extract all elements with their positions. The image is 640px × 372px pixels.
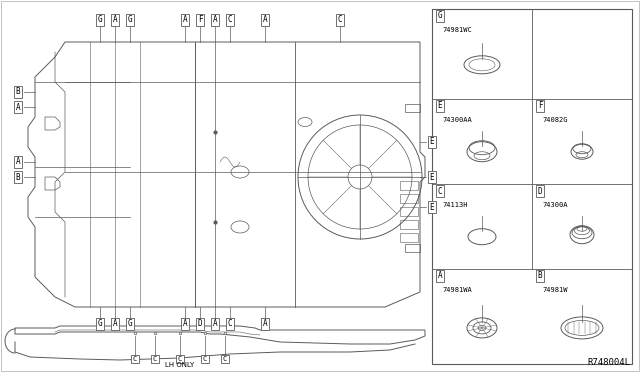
Text: C: C <box>228 16 232 25</box>
Text: E: E <box>429 202 435 212</box>
Text: B: B <box>16 87 20 96</box>
Bar <box>405 104 420 112</box>
Bar <box>405 244 420 252</box>
Text: E: E <box>429 173 435 182</box>
Text: A: A <box>262 16 268 25</box>
Bar <box>400 194 418 203</box>
Text: E: E <box>429 138 435 147</box>
Text: C: C <box>338 16 342 25</box>
Text: 74300A: 74300A <box>542 202 568 208</box>
Text: A: A <box>16 157 20 167</box>
Text: E: E <box>438 102 442 110</box>
Text: A: A <box>16 103 20 112</box>
Text: C: C <box>228 320 232 328</box>
Text: C: C <box>438 186 442 196</box>
Text: B: B <box>16 173 20 182</box>
Bar <box>400 181 418 190</box>
Text: A: A <box>212 16 218 25</box>
Text: F: F <box>198 16 202 25</box>
Text: D: D <box>198 320 202 328</box>
Text: G: G <box>128 16 132 25</box>
Text: A: A <box>113 16 117 25</box>
Text: C: C <box>178 356 182 362</box>
Text: C: C <box>153 356 157 362</box>
Text: C: C <box>223 356 227 362</box>
Text: 74300AA: 74300AA <box>442 117 472 123</box>
Bar <box>400 233 418 242</box>
Text: C: C <box>133 356 137 362</box>
Text: D: D <box>538 186 542 196</box>
Text: A: A <box>262 320 268 328</box>
Text: A: A <box>438 272 442 280</box>
Text: A: A <box>182 320 188 328</box>
Text: A: A <box>212 320 218 328</box>
Text: R748004L: R748004L <box>587 358 630 367</box>
Text: F: F <box>538 102 542 110</box>
Text: C: C <box>203 356 207 362</box>
Text: 74981WA: 74981WA <box>442 287 472 293</box>
Text: 74113H: 74113H <box>442 202 467 208</box>
Text: G: G <box>438 12 442 20</box>
Bar <box>400 207 418 216</box>
Bar <box>432 9 632 364</box>
Text: B: B <box>538 272 542 280</box>
Text: 74082G: 74082G <box>542 117 568 123</box>
Text: A: A <box>113 320 117 328</box>
Text: G: G <box>98 320 102 328</box>
Text: 74981WC: 74981WC <box>442 27 472 33</box>
Bar <box>400 220 418 229</box>
Text: G: G <box>98 16 102 25</box>
Text: 74981W: 74981W <box>542 287 568 293</box>
Text: G: G <box>128 320 132 328</box>
Text: A: A <box>182 16 188 25</box>
Text: LH ONLY: LH ONLY <box>165 362 195 368</box>
